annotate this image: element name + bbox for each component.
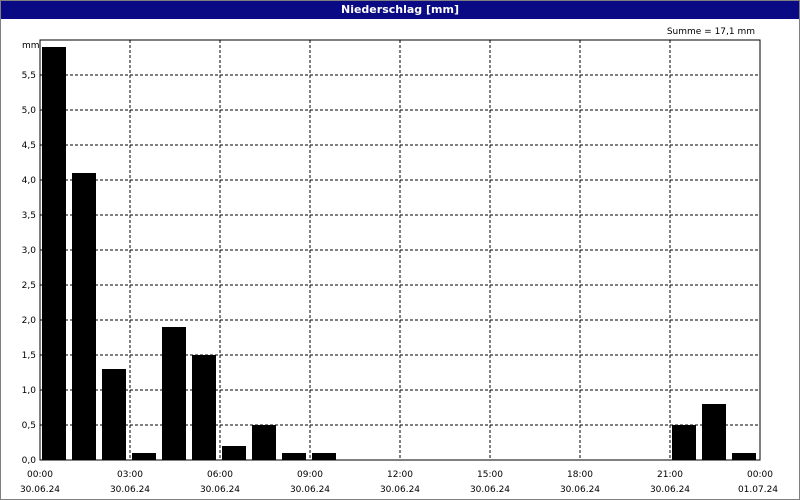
x-tick-date: 30.06.24 [20,485,60,495]
bar-2100 [672,425,696,460]
x-tick-date: 01.07.24 [738,485,778,495]
bar-2200 [702,404,726,460]
bar-0700 [252,425,276,460]
x-tick-date: 30.06.24 [380,485,420,495]
y-tick-label: 2,5 [22,281,36,291]
bar-0200 [102,369,126,460]
y-tick-label: 1,0 [22,386,37,396]
bar-0900 [312,453,336,460]
y-tick-label: 4,0 [22,176,37,186]
y-tick-label: 3,0 [22,246,37,256]
x-tick-date: 30.06.24 [200,485,240,495]
bar-0500 [192,355,216,460]
y-axis-label: mm [22,41,40,51]
x-tick-date: 30.06.24 [560,485,600,495]
grid-lines [40,40,760,460]
x-tick-date: 30.06.24 [470,485,510,495]
y-tick-label: 0,5 [22,421,36,431]
y-tick-label: 4,5 [22,141,36,151]
x-axis: 00:00 30.06.24 03:00 30.06.24 06:00 30.06.24 0… [20,470,778,495]
y-tick-label: 5,0 [22,106,37,116]
bar-0400 [162,327,186,460]
chart-title: Niederschlag [mm] [1,1,799,19]
plot-area [39,39,761,461]
bar-0100 [72,173,96,460]
bar-2300 [732,453,756,460]
y-axis: 0,0 0,5 1,0 1,5 2,0 2,5 3,0 3,5 4,0 4,5 5,0 5,5 [22,71,37,466]
bar-0300 [132,453,156,460]
x-tick-date: 30.06.24 [290,485,330,495]
y-tick-label: 3,5 [22,211,36,221]
x-tick-date: 30.06.24 [650,485,690,495]
x-tick-time: 18:00 [567,470,593,480]
sum-annotation: Summe = 17,1 mm [667,27,755,37]
x-tick-time: 03:00 [117,470,143,480]
x-tick-time: 09:00 [297,470,323,480]
x-tick-time: 00:00 [27,470,53,480]
x-tick-time: 12:00 [387,470,413,480]
bar-0600 [222,446,246,460]
x-tick-time: 00:00 [747,470,773,480]
x-tick-time: 21:00 [657,470,683,480]
y-tick-label: 0,0 [22,456,37,466]
x-tick-date: 30.06.24 [110,485,150,495]
x-tick-time: 15:00 [477,470,503,480]
y-tick-label: 1,5 [22,351,36,361]
bar-0800 [282,453,306,460]
x-tick-time: 06:00 [207,470,233,480]
y-tick-label: 5,5 [22,71,36,81]
y-tick-label: 2,0 [22,316,37,326]
bar-0000 [42,47,66,460]
bars [42,47,756,460]
